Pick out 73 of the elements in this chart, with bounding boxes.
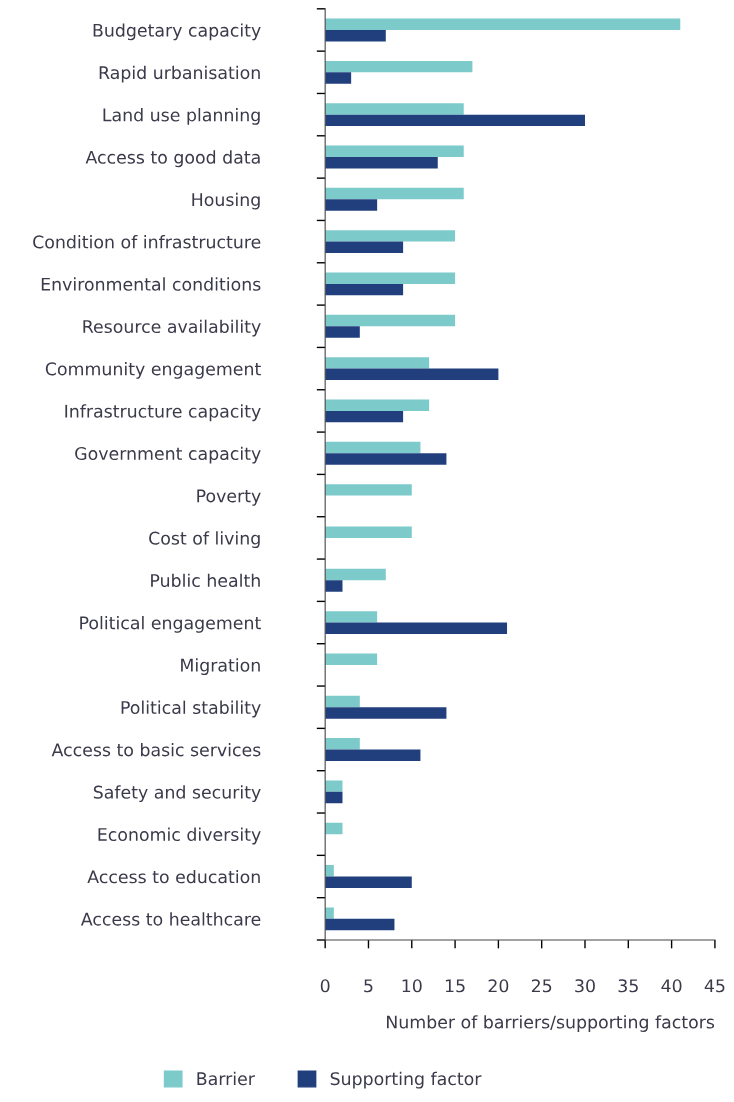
bar <box>325 611 378 623</box>
bar <box>325 72 352 84</box>
x-tick-label: 20 <box>488 979 509 993</box>
x-tick-label: 0 <box>320 979 330 993</box>
bar <box>325 114 585 127</box>
bar <box>325 865 334 877</box>
bar <box>325 241 404 254</box>
bar <box>325 230 456 242</box>
bar <box>325 29 386 42</box>
bar <box>325 876 412 888</box>
bar <box>325 622 508 634</box>
bar <box>325 580 343 592</box>
y-tick-label: Poverty <box>197 489 261 506</box>
y-tick-label: Cost of living <box>149 531 260 549</box>
bar <box>325 918 395 931</box>
y-tick-label: Political engagement <box>80 615 261 633</box>
bar <box>325 18 681 30</box>
bar <box>325 156 438 169</box>
bar <box>325 272 456 284</box>
y-tick-label: Economic diversity <box>98 827 261 845</box>
y-tick-label: Access to basic services <box>51 742 261 757</box>
bar <box>325 283 404 296</box>
y-tick-label: Access to healthcare <box>80 912 261 926</box>
bar <box>325 484 412 496</box>
y-tick-label: Infrastructure capacity <box>65 404 261 422</box>
bar <box>325 368 499 381</box>
y-tick-label: Community engagement <box>45 362 261 379</box>
y-tick-label: Rapid urbanisation <box>99 65 260 83</box>
bar <box>325 326 360 338</box>
y-tick-label: Access to education <box>87 869 260 884</box>
x-axis-title: Number of barriers/supporting factors <box>387 1015 715 1032</box>
y-tick-label: Access to good data <box>85 150 260 168</box>
y-tick-label: Migration <box>181 658 260 676</box>
bar <box>325 707 447 719</box>
x-tick-label: 5 <box>364 979 373 993</box>
y-tick-label: Housing <box>192 192 260 210</box>
y-tick-label: Public health <box>151 573 260 588</box>
x-tick-label: 25 <box>531 979 552 993</box>
x-tick-label: 30 <box>575 979 595 993</box>
bar <box>325 441 421 454</box>
y-tick-label: Condition of infrastructure <box>33 235 261 249</box>
legend-label: Supporting factor <box>330 1071 482 1089</box>
y-tick-label: Environmental conditions <box>41 277 261 291</box>
bar <box>325 145 464 157</box>
y-tick-label: Resource availability <box>83 319 261 337</box>
bar <box>325 780 343 792</box>
x-tick-label: 40 <box>661 979 682 993</box>
bar <box>325 314 456 327</box>
bar <box>325 60 473 73</box>
bar <box>325 453 447 465</box>
bar <box>325 695 360 708</box>
bar <box>325 187 464 200</box>
bar <box>325 526 412 538</box>
x-tick-label: 15 <box>445 979 465 993</box>
bar <box>325 653 378 665</box>
bar <box>325 749 421 761</box>
bar <box>325 738 360 750</box>
y-tick-label: Political stability <box>121 700 261 718</box>
bar <box>325 103 464 115</box>
x-tick-label: 10 <box>402 979 422 993</box>
x-tick-label: 35 <box>618 979 638 993</box>
bar <box>325 199 378 211</box>
y-tick-label: Budgetary capacity <box>93 23 261 41</box>
y-tick-label: Government capacity <box>75 446 261 464</box>
x-tick-label: 45 <box>704 979 725 993</box>
bar <box>325 568 386 581</box>
y-tick-label: Safety and security <box>93 785 261 803</box>
bar <box>325 357 430 369</box>
bar <box>325 399 430 411</box>
bar <box>325 907 334 919</box>
legend-label: Barrier <box>197 1071 255 1086</box>
y-tick-label: Land use planning <box>103 108 260 125</box>
bar <box>325 410 404 423</box>
